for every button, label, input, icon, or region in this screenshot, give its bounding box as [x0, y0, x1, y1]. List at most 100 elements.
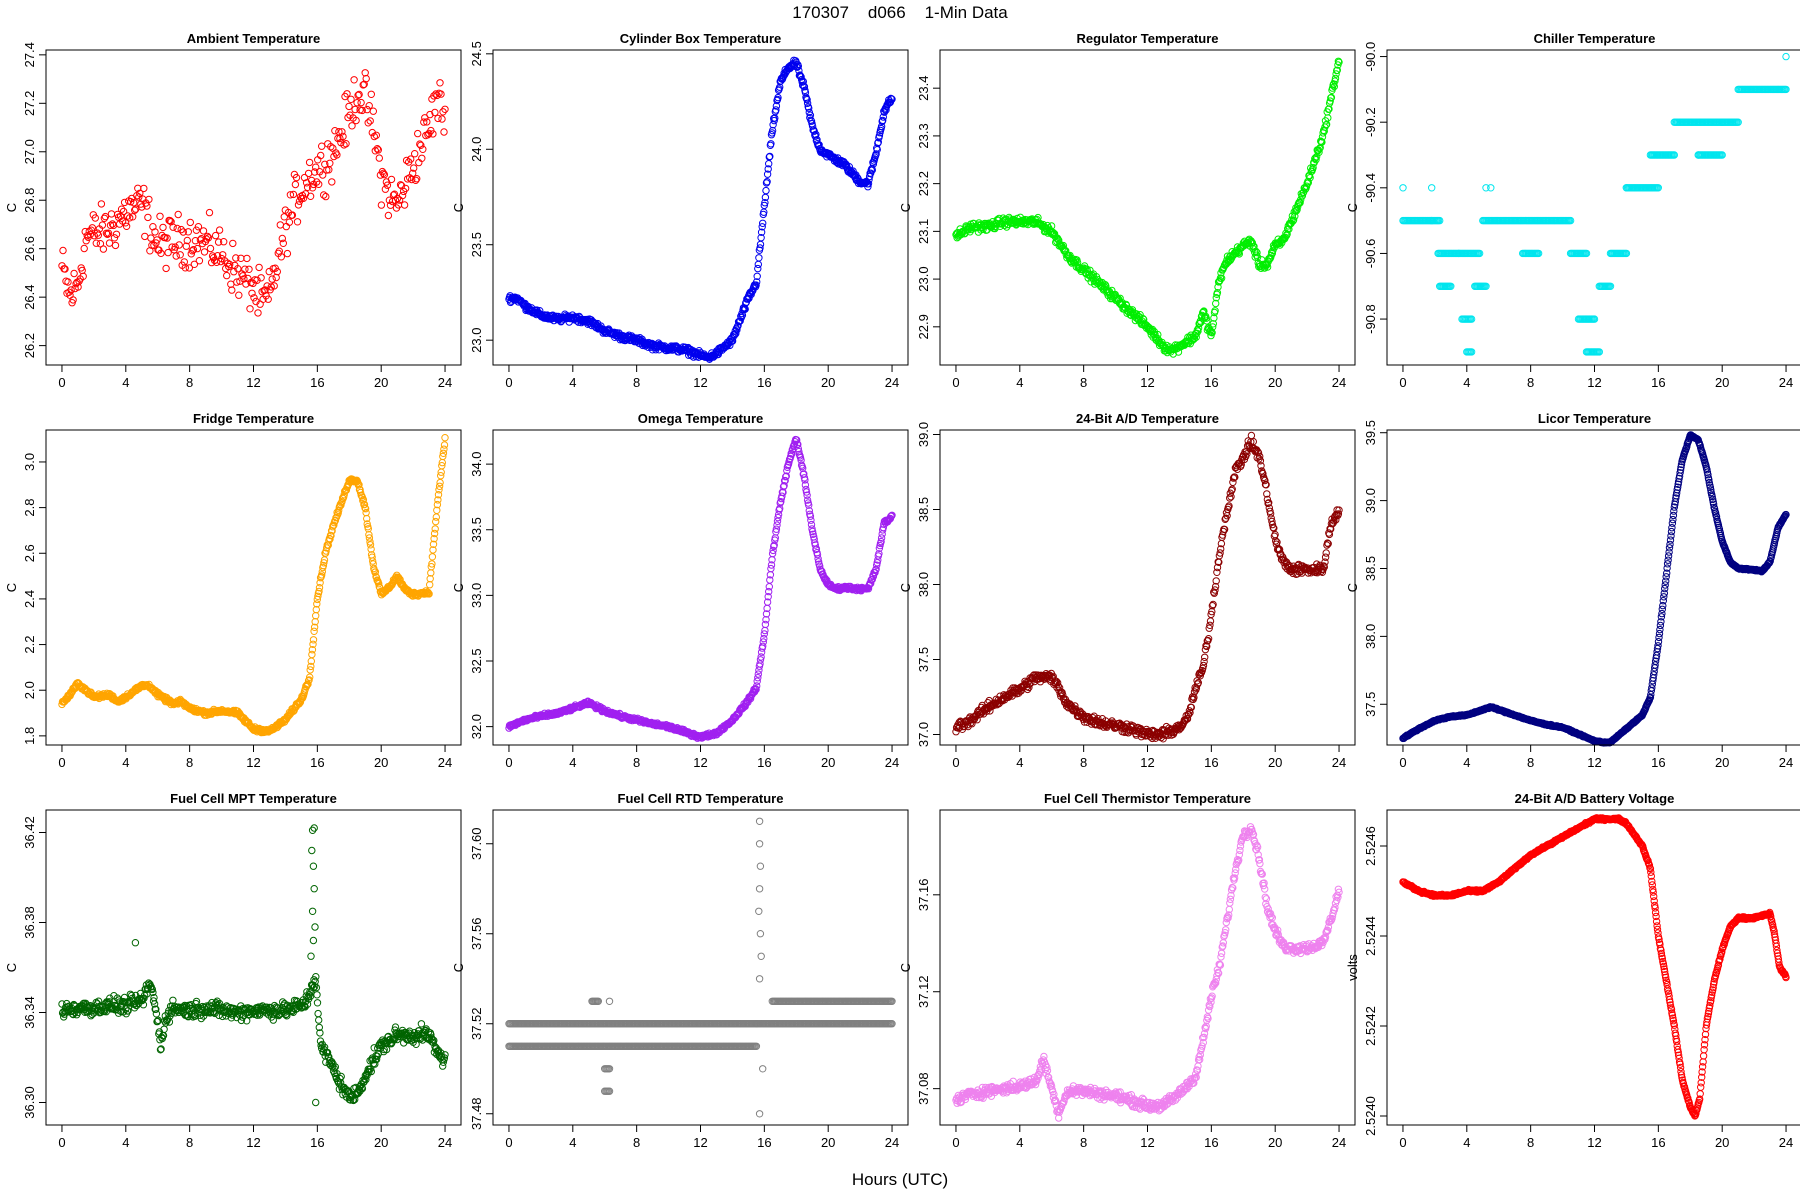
y-tick-label: 23.1: [916, 219, 931, 244]
data-point: [103, 230, 112, 239]
data-point: [762, 186, 770, 195]
data-point: [220, 238, 228, 246]
data-point: [122, 222, 131, 231]
x-tick-label: 24: [1332, 375, 1346, 390]
data-point: [756, 660, 764, 668]
data-point: [763, 170, 772, 178]
data-point: [1212, 577, 1220, 585]
data-point: [875, 132, 884, 140]
data-point: [320, 559, 328, 567]
data-point: [308, 646, 317, 654]
x-tick-label: 20: [821, 755, 835, 770]
data-point: [1094, 714, 1102, 723]
data-point: [356, 488, 365, 497]
data-point: [808, 527, 817, 536]
data-point: [224, 259, 232, 267]
x-tick-label: 20: [374, 755, 388, 770]
data-point: [1663, 569, 1671, 577]
x-tick-label: 0: [952, 375, 959, 390]
x-tick-label: 24: [1779, 375, 1793, 390]
data-point: [398, 191, 407, 200]
data-point: [778, 492, 786, 500]
panel-title: Fridge Temperature: [193, 411, 314, 426]
data-point: [308, 650, 316, 659]
x-tick-label: 4: [122, 375, 129, 390]
x-tick-label: 24: [438, 375, 452, 390]
data-point: [307, 176, 316, 185]
data-point: [1318, 138, 1326, 146]
x-tick-label: 4: [122, 755, 129, 770]
x-tick-label: 12: [1140, 375, 1154, 390]
data-point: [1659, 601, 1667, 610]
data-point: [1582, 249, 1591, 258]
data-point: [351, 105, 359, 114]
data-point: [766, 576, 774, 584]
data-point: [802, 488, 811, 496]
data-point: [64, 278, 72, 286]
data-series: [952, 431, 1343, 743]
data-point: [361, 505, 370, 513]
y-tick-label: -90.2: [1363, 107, 1378, 137]
data-point: [757, 234, 765, 242]
data-point: [1225, 502, 1233, 510]
data-point: [440, 445, 448, 453]
data-point: [434, 114, 442, 123]
y-tick-label: 23.0: [916, 266, 931, 291]
data-point: [864, 180, 873, 188]
data-point: [339, 132, 347, 141]
y-tick-label: 33.0: [469, 583, 484, 608]
y-tick-label: 3.0: [22, 453, 37, 471]
x-tick-label: 0: [58, 755, 65, 770]
data-point: [365, 534, 374, 542]
data-point: [1661, 581, 1669, 589]
x-tick-label: 24: [1332, 755, 1346, 770]
data-point: [190, 260, 199, 269]
data-point: [373, 145, 381, 153]
data-point: [1590, 315, 1599, 323]
data-point: [348, 122, 356, 130]
data-point: [246, 305, 254, 313]
data-point: [233, 278, 241, 286]
y-tick-label: 2.0: [22, 681, 37, 699]
data-point: [156, 212, 164, 221]
data-point: [1664, 552, 1673, 560]
data-point: [801, 481, 810, 489]
data-point: [369, 557, 377, 565]
data-point: [872, 150, 880, 158]
data-point: [428, 560, 436, 568]
x-tick-label: 4: [569, 375, 576, 390]
data-series: [1399, 52, 1790, 356]
data-point: [807, 516, 815, 524]
data-point: [762, 610, 771, 618]
data-point: [194, 223, 203, 231]
data-point: [119, 207, 128, 216]
data-point: [176, 251, 184, 259]
data-point: [1211, 307, 1219, 315]
data-point: [1669, 515, 1677, 524]
data-point: [305, 676, 313, 684]
data-point: [423, 118, 431, 126]
data-point: [1202, 642, 1210, 650]
data-point: [1266, 510, 1275, 518]
data-point: [1315, 144, 1324, 153]
data-point: [758, 223, 766, 231]
data-point: [430, 529, 439, 538]
x-tick-label: 4: [1016, 375, 1023, 390]
data-point: [199, 227, 208, 235]
data-point: [1256, 452, 1264, 461]
data-point: [169, 223, 177, 231]
data-point: [756, 244, 764, 252]
data-point: [782, 472, 790, 480]
data-point: [1206, 621, 1214, 630]
data-point: [226, 260, 234, 269]
data-point: [318, 142, 326, 150]
data-point: [1053, 679, 1062, 687]
data-point: [1475, 249, 1484, 258]
data-point: [760, 634, 768, 643]
y-tick-label: 34.0: [469, 451, 484, 476]
data-point: [777, 498, 785, 506]
data-point: [315, 587, 323, 596]
data-point: [811, 541, 819, 549]
